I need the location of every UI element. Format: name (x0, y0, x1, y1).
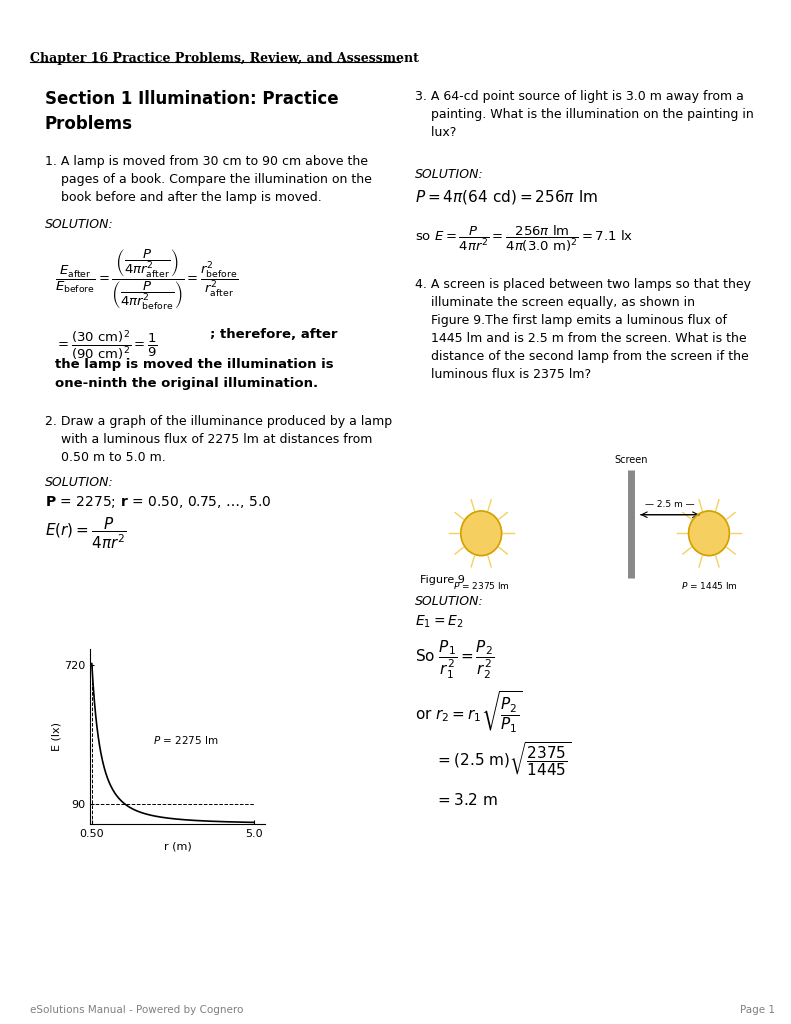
Text: $P = 4\pi(64\ \mathrm{cd}) = 256\pi\ \mathrm{lm}$: $P = 4\pi(64\ \mathrm{cd}) = 256\pi\ \ma… (415, 188, 598, 206)
Circle shape (689, 511, 729, 556)
Text: SOLUTION:: SOLUTION: (45, 476, 114, 489)
Circle shape (461, 511, 501, 556)
Text: 1. A lamp is moved from 30 cm to 90 cm above the
    pages of a book. Compare th: 1. A lamp is moved from 30 cm to 90 cm a… (45, 155, 372, 204)
Text: $P$ = 2275 lm: $P$ = 2275 lm (153, 734, 218, 745)
Text: 2. Draw a graph of the illuminance produced by a lamp
    with a luminous flux o: 2. Draw a graph of the illuminance produ… (45, 415, 392, 464)
Text: Section 1 Illumination: Practice
Problems: Section 1 Illumination: Practice Problem… (45, 90, 339, 133)
Text: $= 3.2\ \mathrm{m}$: $= 3.2\ \mathrm{m}$ (435, 792, 498, 808)
Text: — 2.5 m —: — 2.5 m — (645, 500, 694, 509)
Text: $= (2.5\ \mathrm{m})\sqrt{\dfrac{2375}{1445}}$: $= (2.5\ \mathrm{m})\sqrt{\dfrac{2375}{1… (435, 740, 571, 777)
Text: $E(r) = \dfrac{P}{4\pi r^2}$: $E(r) = \dfrac{P}{4\pi r^2}$ (45, 516, 127, 552)
Text: $\mathbf{P}$ = 2275; $\mathbf{r}$ = 0.50, 0.75, …, 5.0: $\mathbf{P}$ = 2275; $\mathbf{r}$ = 0.50… (45, 494, 271, 510)
Y-axis label: E (lx): E (lx) (51, 722, 61, 751)
Text: SOLUTION:: SOLUTION: (415, 168, 484, 181)
Text: ; therefore, after: ; therefore, after (210, 328, 338, 341)
Text: Chapter 16 Practice Problems, Review, and Assessment: Chapter 16 Practice Problems, Review, an… (30, 52, 419, 65)
Text: Figure 9: Figure 9 (420, 575, 465, 585)
Text: $P$ = 2375 lm: $P$ = 2375 lm (452, 580, 509, 591)
Text: SOLUTION:: SOLUTION: (45, 218, 114, 231)
Text: $P$ = 1445 lm: $P$ = 1445 lm (680, 580, 737, 591)
Text: 3. A 64-cd point source of light is 3.0 m away from a
    painting. What is the : 3. A 64-cd point source of light is 3.0 … (415, 90, 754, 139)
Text: or $r_2 = r_1\sqrt{\dfrac{P_2}{P_1}}$: or $r_2 = r_1\sqrt{\dfrac{P_2}{P_1}}$ (415, 690, 523, 735)
Text: SOLUTION:: SOLUTION: (415, 595, 484, 608)
Text: $\dfrac{E_{\mathrm{after}}}{E_{\mathrm{before}}} = \dfrac{\left(\dfrac{P}{4\pi r: $\dfrac{E_{\mathrm{after}}}{E_{\mathrm{b… (55, 248, 238, 312)
Text: Screen: Screen (614, 455, 648, 465)
Text: So $\dfrac{P_1}{r_1^2} = \dfrac{P_2}{r_2^2}$: So $\dfrac{P_1}{r_1^2} = \dfrac{P_2}{r_2… (415, 638, 494, 681)
Text: eSolutions Manual - Powered by Cognero: eSolutions Manual - Powered by Cognero (30, 1005, 244, 1015)
Text: 4. A screen is placed between two lamps so that they
    illuminate the screen e: 4. A screen is placed between two lamps … (415, 278, 751, 381)
Text: $E_1 = E_2$: $E_1 = E_2$ (415, 614, 464, 631)
X-axis label: r (m): r (m) (164, 842, 191, 852)
Text: the lamp is moved the illumination is
one-ninth the original illumination.: the lamp is moved the illumination is on… (55, 358, 334, 390)
Text: Page 1: Page 1 (740, 1005, 775, 1015)
Text: so $E = \dfrac{P}{4\pi r^2} = \dfrac{256\pi\ \mathrm{lm}}{4\pi(3.0\ \mathrm{m})^: so $E = \dfrac{P}{4\pi r^2} = \dfrac{256… (415, 224, 634, 254)
Text: $= \dfrac{(30\ \mathrm{cm})^2}{(90\ \mathrm{cm})^2} = \dfrac{1}{9}$: $= \dfrac{(30\ \mathrm{cm})^2}{(90\ \mat… (55, 328, 157, 361)
